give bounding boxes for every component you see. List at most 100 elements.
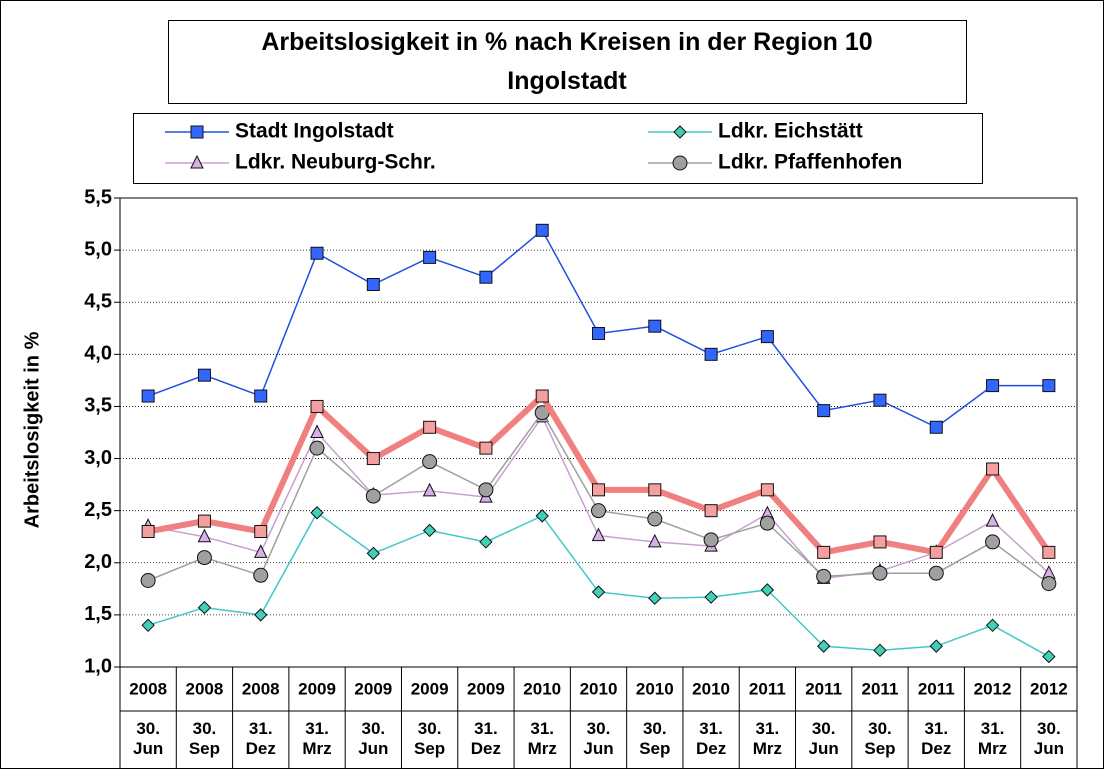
marker xyxy=(366,546,381,561)
x-tick-label-date: 31. Mrz xyxy=(528,719,557,758)
marker xyxy=(647,533,662,548)
x-tick-label-year: 2011 xyxy=(918,679,955,698)
x-tick-label-date: 31. Mrz xyxy=(978,719,1007,758)
x-tick-label-year: 2009 xyxy=(354,679,392,698)
x-tick-label-year: 2011 xyxy=(805,679,842,698)
x-tick-label-year: 2008 xyxy=(129,679,167,698)
marker xyxy=(648,319,662,333)
x-tick-label-year: 2009 xyxy=(298,679,336,698)
x-tick-label-year: 2009 xyxy=(411,679,449,698)
marker xyxy=(423,420,437,434)
marker xyxy=(197,528,212,543)
marker xyxy=(141,389,155,403)
marker xyxy=(929,420,943,434)
marker xyxy=(704,590,718,604)
marker xyxy=(873,643,887,658)
marker xyxy=(479,535,493,549)
x-tick-label-date: 31. Dez xyxy=(696,719,726,758)
title-box xyxy=(168,20,967,104)
y-tick-label: 5,0 xyxy=(84,238,112,260)
marker xyxy=(872,565,888,581)
marker xyxy=(928,565,944,581)
marker xyxy=(986,379,1000,393)
marker xyxy=(197,514,211,528)
legend-box xyxy=(133,113,983,184)
marker xyxy=(873,535,887,549)
marker xyxy=(310,399,324,413)
marker xyxy=(479,270,493,284)
marker xyxy=(197,368,211,382)
x-tick-label-date: 30. Sep xyxy=(864,719,895,758)
marker xyxy=(253,567,269,583)
marker xyxy=(985,618,1000,633)
y-tick-label: 3,0 xyxy=(84,447,112,469)
marker xyxy=(672,155,688,171)
x-tick-label-year: 2009 xyxy=(467,679,505,698)
marker xyxy=(310,424,324,438)
marker xyxy=(366,452,380,466)
marker xyxy=(254,389,268,403)
plot-border xyxy=(119,197,1078,668)
x-tick-label-year: 2010 xyxy=(692,679,730,698)
x-tick-label-date: 30. Sep xyxy=(639,719,670,758)
marker xyxy=(190,154,204,169)
marker xyxy=(647,511,663,527)
x-tick-label-date: 30. Sep xyxy=(189,719,220,758)
y-tick-label: 1,0 xyxy=(84,655,112,677)
marker xyxy=(816,568,832,584)
marker xyxy=(423,250,437,264)
marker xyxy=(196,550,212,566)
marker xyxy=(254,525,268,539)
x-tick-label-date: 31. Dez xyxy=(471,719,501,758)
marker xyxy=(592,326,605,340)
legend-label: Ldkr. Pfaffenhofen xyxy=(718,151,902,174)
marker xyxy=(422,454,438,470)
x-tick-label-date: 31. Mrz xyxy=(302,719,331,758)
x-tick-label-date: 30. Sep xyxy=(414,719,445,758)
y-axis-label: Arbeitslosigkeit in % xyxy=(21,331,43,528)
marker xyxy=(197,600,212,615)
marker xyxy=(535,509,549,523)
marker xyxy=(253,544,268,558)
marker xyxy=(479,441,493,455)
marker xyxy=(422,523,437,538)
x-tick-label-year: 2011 xyxy=(749,679,786,698)
x-tick-label-year: 2010 xyxy=(636,679,674,698)
x-tick-label-date: 30. Jun xyxy=(809,719,839,758)
x-tick-label-date: 31. Mrz xyxy=(753,719,782,758)
marker xyxy=(365,488,381,504)
marker xyxy=(760,330,774,344)
marker xyxy=(591,527,606,542)
marker xyxy=(141,525,155,539)
y-tick-label: 3,5 xyxy=(84,395,112,417)
x-tick-label-date: 30. Jun xyxy=(583,719,613,758)
marker xyxy=(1042,379,1056,393)
x-tick-label-year: 2008 xyxy=(242,679,280,698)
marker xyxy=(310,246,324,260)
marker xyxy=(648,591,662,605)
marker xyxy=(985,534,1001,550)
marker xyxy=(190,125,204,139)
marker xyxy=(309,440,325,456)
marker xyxy=(817,404,831,418)
marker xyxy=(310,506,324,520)
marker xyxy=(254,608,268,622)
marker xyxy=(592,483,605,497)
y-tick-label: 4,0 xyxy=(84,343,112,365)
x-tick-label-date: 31. Dez xyxy=(246,719,276,758)
marker xyxy=(817,545,831,559)
legend-label: Stadt Ingolstadt xyxy=(235,120,394,143)
marker xyxy=(535,389,549,403)
marker xyxy=(1041,576,1057,592)
marker xyxy=(478,482,494,498)
marker xyxy=(873,393,887,407)
marker xyxy=(648,483,662,497)
y-tick-label: 4,5 xyxy=(84,291,112,313)
chart-title: Arbeitslosigkeit in % nach Kreisen in de… xyxy=(261,28,872,95)
marker xyxy=(929,639,943,653)
x-tick-label-year: 2010 xyxy=(580,679,618,698)
marker xyxy=(704,504,718,518)
marker xyxy=(535,223,549,237)
marker xyxy=(591,585,606,599)
